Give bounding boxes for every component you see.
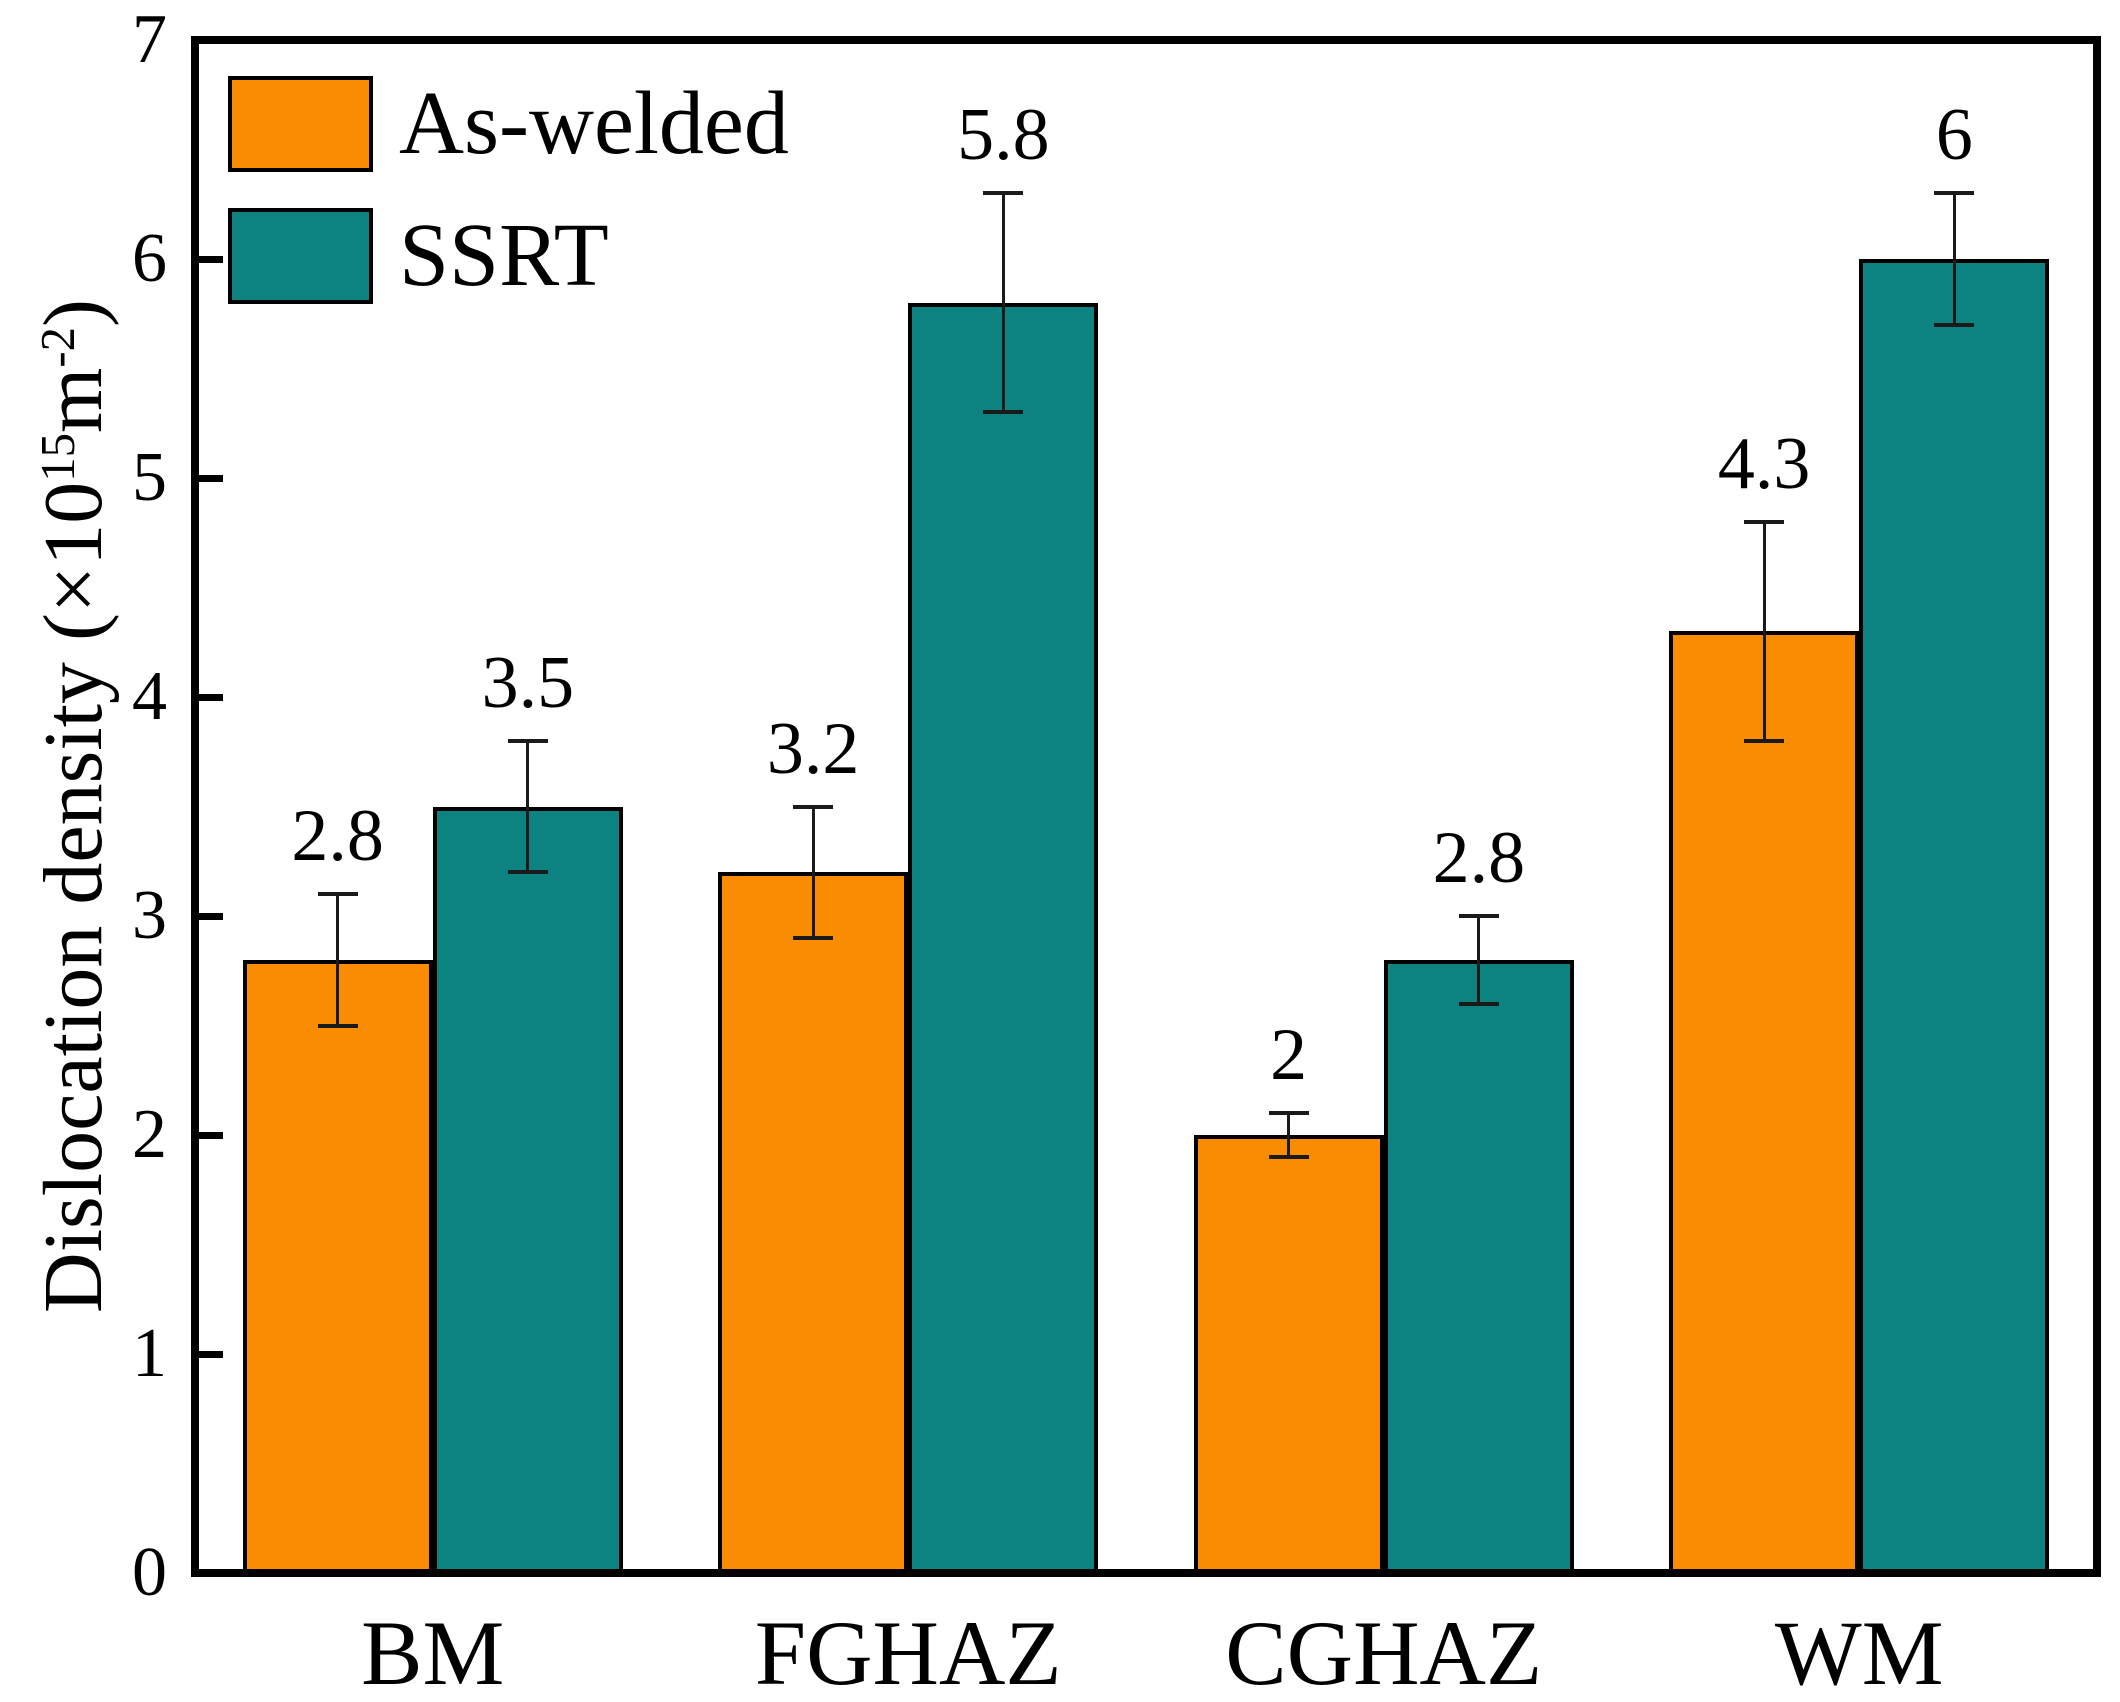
bar-value-label: 2.8	[1432, 817, 1526, 899]
error-bar-cap	[793, 935, 834, 940]
y-tick-label: 2	[132, 1096, 167, 1173]
bar-ssrt-wm	[1859, 259, 2050, 1573]
error-bar-line	[1287, 1113, 1291, 1157]
bar-as-welded-bm	[242, 959, 433, 1573]
legend-item-as-welded: As-welded	[228, 76, 789, 172]
error-bar-cap	[1458, 1001, 1499, 1006]
y-tick-label: 5	[132, 439, 167, 516]
x-category-label: CGHAZ	[1225, 1602, 1543, 1702]
bar-as-welded-fghaz	[718, 872, 909, 1573]
y-tick-mark	[199, 255, 223, 263]
error-bar-cap	[317, 1023, 358, 1028]
bar-as-welded-cghaz	[1193, 1135, 1384, 1573]
legend-label-as-welded: As-welded	[399, 74, 789, 173]
y-axis-label-exponent-2: -2	[31, 327, 86, 368]
legend: As-welded SSRT	[228, 76, 789, 304]
y-axis-label-close: )	[27, 299, 120, 328]
x-category-label: FGHAZ	[754, 1602, 1062, 1702]
legend-swatch-as-welded	[228, 76, 373, 172]
x-category-label: WM	[1774, 1602, 1944, 1702]
bar-ssrt-bm	[432, 806, 623, 1573]
error-bar-cap	[983, 410, 1024, 415]
error-bar-cap	[1268, 1111, 1309, 1116]
legend-item-ssrt: SSRT	[228, 208, 789, 304]
y-tick-label: 3	[132, 877, 167, 954]
error-bar-line	[1477, 916, 1481, 1004]
y-tick-label: 4	[132, 658, 167, 735]
y-tick-label: 1	[132, 1315, 167, 1392]
legend-label-ssrt: SSRT	[399, 206, 609, 305]
y-tick-label: 0	[132, 1534, 167, 1611]
bar-value-label: 3.5	[481, 641, 575, 724]
bar-value-label: 2.8	[291, 795, 384, 878]
error-bar-line	[526, 740, 530, 873]
y-tick-mark	[199, 912, 223, 920]
bar-value-label: 3.2	[766, 707, 860, 790]
y-axis-label-unit: m	[27, 367, 120, 433]
bar-as-welded-wm	[1669, 631, 1860, 1573]
error-bar-line	[1001, 193, 1005, 413]
error-bar-cap	[1744, 738, 1785, 743]
bar-value-label: 5.8	[957, 94, 1050, 177]
y-tick-mark	[199, 693, 223, 701]
y-tick-mark	[199, 1350, 223, 1358]
error-bar-line	[1952, 193, 1956, 325]
error-bar-line	[1762, 521, 1766, 741]
error-bar-line	[336, 894, 340, 1026]
bar-value-label: 6	[1935, 94, 1973, 177]
y-tick-mark	[199, 474, 223, 482]
error-bar-cap	[1934, 322, 1975, 327]
error-bar-line	[811, 806, 815, 938]
bar-ssrt-cghaz	[1383, 959, 1574, 1573]
error-bar-cap	[507, 870, 548, 875]
error-bar-cap	[1458, 914, 1499, 918]
error-bar-cap	[1744, 519, 1785, 524]
y-tick-label: 6	[132, 220, 167, 297]
y-tick-label: 7	[132, 1, 167, 78]
error-bar-cap	[317, 892, 358, 897]
error-bar-cap	[983, 191, 1024, 196]
error-bar-cap	[1934, 191, 1975, 196]
y-tick-mark	[199, 1131, 223, 1139]
bar-value-label: 2	[1270, 1014, 1308, 1097]
bar-ssrt-fghaz	[908, 302, 1099, 1573]
x-category-label: BM	[361, 1602, 505, 1702]
error-bar-cap	[793, 804, 834, 809]
error-bar-cap	[1268, 1154, 1309, 1159]
legend-swatch-ssrt	[228, 208, 373, 304]
error-bar-cap	[507, 738, 548, 743]
bar-value-label: 4.3	[1717, 422, 1811, 505]
